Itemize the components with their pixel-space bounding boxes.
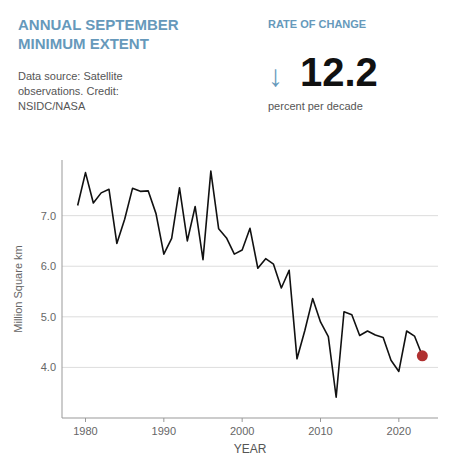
x-tick-label: 2000	[230, 425, 254, 437]
y-axis-label: Million Square km	[12, 245, 24, 332]
text-line: Data source: Satellite	[18, 70, 123, 82]
highlight-point	[417, 350, 428, 361]
text-line: MINIMUM EXTENT	[18, 35, 149, 52]
x-tick	[85, 418, 86, 422]
x-tick-label: 2020	[387, 425, 411, 437]
x-tick	[320, 418, 321, 422]
chart: ANNUAL SEPTEMBER MINIMUM EXTENT Data sourc…	[0, 0, 451, 463]
y-tick-label: 4.0	[41, 361, 56, 373]
y-tick-label: 7.0	[41, 210, 56, 222]
grid-line	[62, 215, 438, 216]
data-line	[78, 171, 423, 397]
rate-label: RATE OF CHANGE	[268, 18, 366, 30]
text-line: observations. Credit:	[18, 85, 119, 97]
background	[0, 0, 451, 463]
grid-line	[62, 266, 438, 267]
rate-value: 12.2	[300, 50, 378, 94]
x-tick-label: 1990	[152, 425, 176, 437]
x-tick-label: 1980	[73, 425, 97, 437]
source-note: Data source: Satellite observations. Cred…	[18, 70, 123, 112]
title: ANNUAL SEPTEMBER MINIMUM EXTENT	[18, 16, 179, 52]
grid-line	[62, 316, 438, 317]
y-tick-label: 6.0	[41, 260, 56, 272]
y-tick-label: 5.0	[41, 311, 56, 323]
x-tick	[242, 418, 243, 422]
x-tick	[398, 418, 399, 422]
x-axis-line	[62, 418, 438, 419]
rate-arrow: ↓	[268, 59, 283, 92]
text-line: ANNUAL SEPTEMBER	[18, 16, 179, 33]
grid-line	[62, 367, 438, 368]
rate-unit: percent per decade	[268, 100, 363, 112]
x-tick	[163, 418, 164, 422]
y-axis-line	[62, 160, 63, 418]
x-tick-label: 2010	[308, 425, 332, 437]
x-axis-label: YEAR	[234, 442, 267, 456]
plot-area	[78, 171, 428, 397]
text-line: NSIDC/NASA	[18, 100, 86, 112]
